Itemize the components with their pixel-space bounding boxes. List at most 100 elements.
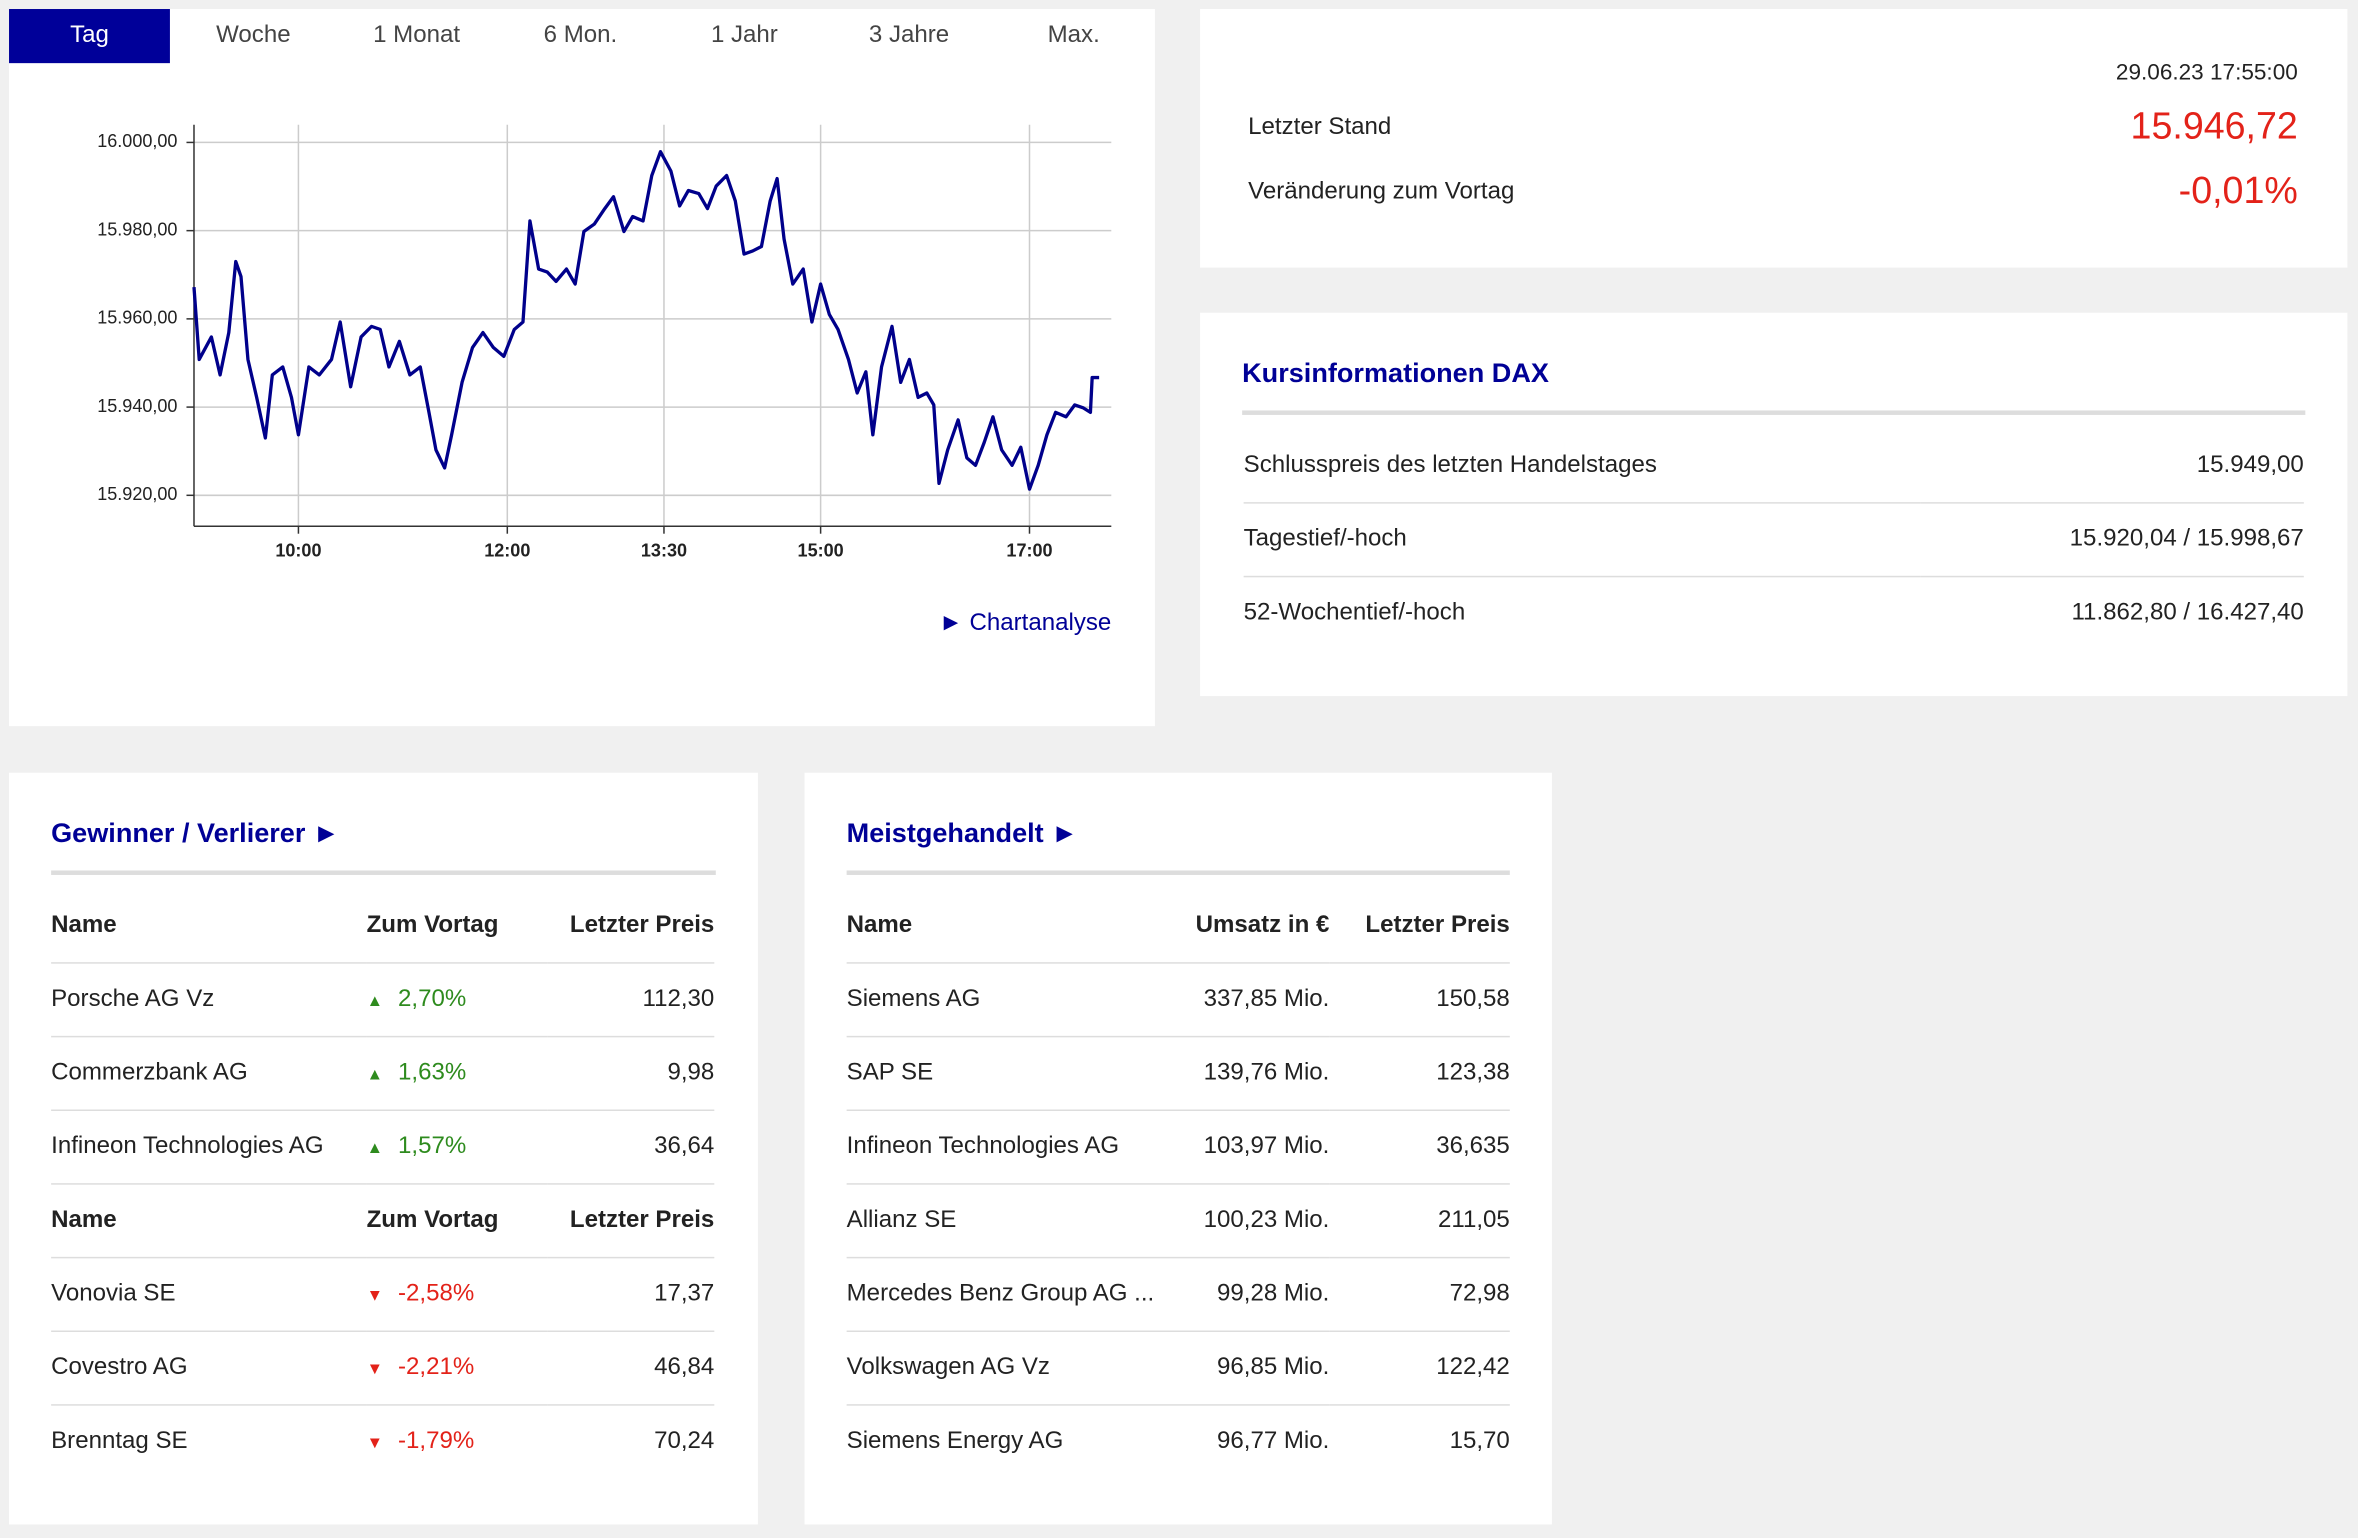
change-cell: ▼ -1,79% (367, 1405, 547, 1478)
stock-name: Siemens Energy AG (846, 1428, 1064, 1454)
stock-name: Allianz SE (846, 1183, 1184, 1259)
most-traded-panel: Meistgehandelt ► Name Umsatz in € Letzter … (804, 772, 1552, 1525)
trend-icon: ▼ (366, 1286, 383, 1305)
column-header: Letzter Preis (547, 890, 715, 964)
most-traded-table: Name Umsatz in € Letzter Preis Siemens AG 33… (846, 890, 1510, 1478)
info-value: 11.862,80 / 16.427,40 (2071, 599, 2304, 626)
chart-panel (9, 9, 1155, 727)
x-tick-label: 12:00 (484, 541, 530, 561)
most-traded-title[interactable]: Meistgehandelt ► (846, 817, 1510, 875)
quote-label: Veränderung zum Vortag (1248, 178, 1515, 205)
info-row: Tagestief/-hoch 15.920,04 / 15.998,67 (1243, 502, 2304, 578)
quote-panel: 29.06.23 17:55:00 Letzter Stand 15.946,7… (1200, 9, 2348, 268)
stock-name: Commerzbank AG (51, 1036, 367, 1112)
column-header: Name (51, 890, 367, 964)
stock-name: Mercedes Benz Group AG ... (846, 1257, 1184, 1333)
quote-value: -0,01% (2178, 169, 2298, 212)
trend-icon: ▼ (366, 1434, 383, 1453)
change: 1,63% (398, 1059, 467, 1086)
change: -2,21% (398, 1354, 475, 1381)
price: 72,98 (1329, 1257, 1510, 1333)
chart: 10:00 12:00 13:30 15:00 17:00 15.920,00 15.940… (97, 124, 1112, 561)
tab[interactable]: Max. (994, 9, 1154, 64)
stock-row: Allianz SE 100,23 Mio. 211,05 (846, 1183, 1510, 1259)
tab[interactable]: 1 Jahr (664, 9, 825, 64)
stock-name: Brenntag SE (51, 1428, 188, 1454)
stock-name: SAP SE (846, 1036, 1184, 1112)
change-cell: ▲ 2,70% (366, 962, 548, 1038)
info-label: 52-Wochentief/-hoch (1243, 599, 1466, 626)
column-header: Letzter Preis (1329, 890, 1510, 964)
column-header: Zum Vortag (366, 890, 548, 964)
change-cell: ▼ -2,58% (366, 1257, 548, 1333)
turnover: 96,77 Mio. (1216, 1428, 1330, 1454)
header-row: Name Umsatz in € Letzter Preis (846, 890, 1510, 964)
tab[interactable]: 6 Mon. (500, 9, 661, 64)
movers-panel: Gewinner / Verlierer ► Name Zum Vortag Let… (9, 772, 758, 1525)
column-header: Umsatz in € (1183, 890, 1330, 964)
price: 211,05 (1329, 1183, 1510, 1259)
price: 36,64 (547, 1110, 715, 1185)
price: 150,58 (1329, 962, 1510, 1038)
stock-name: Infineon Technologies AG (51, 1110, 367, 1185)
info-value: 15.920,04 / 15.998,67 (1920, 502, 2304, 578)
x-tick-label: 17:00 (1006, 541, 1052, 561)
tab[interactable]: 1 Monat (336, 9, 497, 64)
y-tick-label: 15.980,00 (97, 219, 177, 239)
info-label: Schlusspreis des letzten Handelstages (1243, 429, 1921, 504)
price: 36,635 (1329, 1110, 1510, 1185)
info-table: Schlusspreis des letzten Handelstages 15.… (1243, 429, 2304, 649)
tab[interactable]: Woche (174, 9, 333, 64)
price: 112,30 (547, 962, 715, 1038)
stock-row: Siemens Energy AG 96,77 Mio. 15,70 (847, 1405, 1510, 1478)
trend-icon: ▲ (366, 1139, 383, 1158)
stock-row: Infineon Technologies AG ▲ 1,57% 36,64 (51, 1110, 715, 1185)
price-line (192, 150, 1100, 491)
info-row: Schlusspreis des letzten Handelstages 15.… (1243, 429, 2304, 504)
y-tick-label: 15.960,00 (97, 308, 177, 328)
x-tick-label: 10:00 (275, 541, 321, 561)
price: 9,98 (547, 1036, 715, 1112)
price: 17,37 (547, 1257, 715, 1333)
x-tick-label: 13:30 (641, 541, 687, 561)
turnover: 139,76 Mio. (1183, 1036, 1330, 1112)
header-row: Name Zum Vortag Letzter Preis (51, 890, 715, 964)
change-cell: ▼ -2,21% (366, 1331, 548, 1406)
price: 123,38 (1329, 1036, 1510, 1112)
movers-table: Name Zum Vortag Letzter Preis Porsche AG Vz… (51, 890, 715, 1478)
movers-title[interactable]: Gewinner / Verlierer ► (51, 818, 716, 875)
stock-row: SAP SE 139,76 Mio. 123,38 (846, 1036, 1510, 1112)
change: 2,70% (398, 986, 467, 1012)
movers-title-text[interactable]: Gewinner / Verlierer (51, 817, 306, 848)
timestamp: 29.06.23 17:55:00 (2115, 60, 2298, 86)
tab[interactable]: 3 Jahre (828, 9, 990, 64)
trend-icon: ▼ (366, 1360, 383, 1379)
chart-link[interactable]: ► Chartanalyse (939, 610, 1112, 636)
quote-value: 15.946,72 (2130, 105, 2298, 148)
x-tick-label: 15:00 (798, 541, 844, 561)
tab[interactable]: Tag (9, 9, 170, 64)
stock-name: Covestro AG (51, 1331, 367, 1406)
turnover: 100,23 Mio. (1183, 1183, 1330, 1259)
stock-name: Infineon Technologies AG (846, 1110, 1184, 1185)
trend-icon: ▲ (366, 1065, 383, 1084)
quote-label: Letzter Stand (1248, 114, 1392, 140)
price: 122,42 (1329, 1331, 1510, 1406)
column-header: Name (51, 1183, 367, 1259)
info-value: 15.949,00 (1920, 429, 2304, 504)
info-title: Kursinformationen DAX (1242, 358, 2306, 415)
header-row: Name Zum Vortag Letzter Preis (51, 1183, 715, 1259)
stock-row: Mercedes Benz Group AG ... 99,28 Mio. 72,9… (846, 1257, 1510, 1333)
stock-row: Covestro AG ▼ -2,21% 46,84 (51, 1331, 715, 1406)
stock-row: Vonovia SE ▼ -2,58% 17,37 (51, 1257, 715, 1333)
y-tick-label: 15.920,00 (97, 484, 177, 504)
column-header: Name (846, 890, 1184, 964)
trend-icon: ▲ (366, 992, 383, 1011)
chart-link-text[interactable]: Chartanalyse (969, 610, 1112, 636)
column-header: Zum Vortag (366, 1183, 548, 1259)
stock-row: Infineon Technologies AG 103,97 Mio. 36,63… (846, 1110, 1510, 1185)
most-traded-title-text[interactable]: Meistgehandelt (846, 817, 1044, 848)
change: 1,57% (398, 1133, 467, 1160)
